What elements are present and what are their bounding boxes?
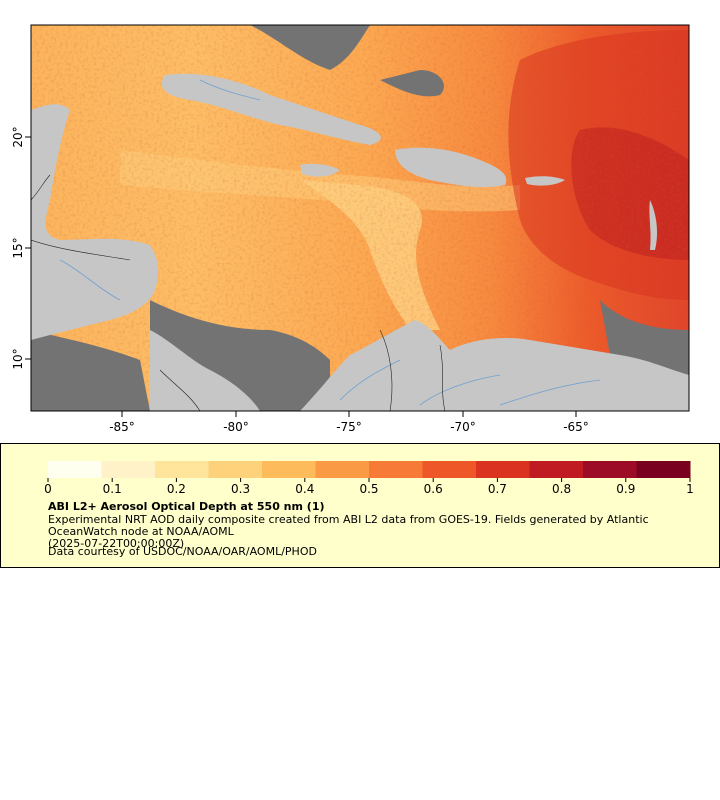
colorbar-swatch bbox=[48, 461, 102, 478]
legend-date: (2025-07-22T00:00:00Z) bbox=[48, 537, 185, 550]
legend-description: Experimental NRT AOD daily composite cre… bbox=[48, 514, 688, 550]
x-tick-label: -70° bbox=[450, 420, 476, 434]
colorbar-tick-label: 0.5 bbox=[359, 482, 378, 496]
rivers bbox=[59, 79, 601, 406]
colorbar-tick-label: 0.3 bbox=[231, 482, 250, 496]
colorbar: 0 0.1 0.2 0.3 0.4 0.5 0.6 0.7 0.8 0.9 1 bbox=[44, 461, 694, 496]
legend-panel: 0 0.1 0.2 0.3 0.4 0.5 0.6 0.7 0.8 0.9 1 ABI L2+ Ae… bbox=[0, 443, 720, 568]
no-data-north-1 bbox=[250, 25, 370, 70]
colorbar-swatch bbox=[369, 461, 423, 478]
x-tick-label: -85° bbox=[109, 420, 135, 434]
legend-credit: Data courtesy of USDOC/NOAA/OAR/AOML/PHO… bbox=[48, 545, 317, 558]
land-central-america-south bbox=[150, 330, 260, 411]
x-axis bbox=[121, 411, 577, 417]
colorbar-swatch bbox=[529, 461, 584, 478]
land-central-america bbox=[31, 104, 159, 340]
colorbar-tick-label: 0 bbox=[44, 482, 52, 496]
legend-title: ABI L2+ Aerosol Optical Depth at 550 nm … bbox=[48, 500, 325, 513]
colorbar-swatch bbox=[476, 461, 530, 478]
y-tick-label: 20° bbox=[11, 126, 25, 147]
aod-texture bbox=[31, 25, 689, 411]
colorbar-tick-label: 0.9 bbox=[616, 482, 635, 496]
colorbar-tick-label: 0.2 bbox=[167, 482, 186, 496]
no-data-south bbox=[31, 330, 150, 411]
colorbar-tick-label: 0.6 bbox=[424, 482, 443, 496]
land-cuba bbox=[161, 73, 381, 145]
y-axis bbox=[25, 136, 31, 360]
x-tick-label: -80° bbox=[223, 420, 249, 434]
colorbar-tick-label: 0.8 bbox=[552, 482, 571, 496]
colorbar-swatch bbox=[636, 461, 691, 478]
colorbar-swatch bbox=[262, 461, 316, 478]
colorbar-swatches bbox=[48, 461, 691, 478]
x-tick-label: -65° bbox=[563, 420, 589, 434]
aod-map: -85° -80° -75° -70° -65° 20° 15° 10° bbox=[11, 24, 690, 434]
colorbar-swatch bbox=[208, 461, 263, 478]
land-jamaica bbox=[300, 163, 340, 177]
land-lesser-antilles bbox=[649, 200, 658, 250]
y-tick-label: 10° bbox=[11, 348, 25, 369]
x-tick-label: -75° bbox=[336, 420, 362, 434]
colorbar-swatch bbox=[422, 461, 477, 478]
colorbar-tick-label: 0.1 bbox=[103, 482, 122, 496]
legend-description-text: Experimental NRT AOD daily composite cre… bbox=[48, 513, 649, 538]
colorbar-tick-label: 0.4 bbox=[295, 482, 314, 496]
land-south-america bbox=[300, 320, 689, 411]
map-frame bbox=[30, 24, 690, 412]
colorbar-swatch bbox=[101, 461, 156, 478]
colorbar-swatch bbox=[583, 461, 637, 478]
y-tick-label: 15° bbox=[11, 237, 25, 258]
land-puerto-rico bbox=[525, 176, 565, 186]
colorbar-swatch bbox=[315, 461, 370, 478]
land-hispaniola bbox=[395, 147, 507, 188]
colorbar-tick-label: 0.7 bbox=[488, 482, 507, 496]
colorbar-swatch bbox=[155, 461, 209, 478]
colorbar-tick-label: 1 bbox=[686, 482, 694, 496]
borders bbox=[31, 174, 446, 411]
colorbar-ticks: 0 0.1 0.2 0.3 0.4 0.5 0.6 0.7 0.8 0.9 1 bbox=[44, 478, 694, 496]
no-data-north-2 bbox=[380, 70, 444, 97]
